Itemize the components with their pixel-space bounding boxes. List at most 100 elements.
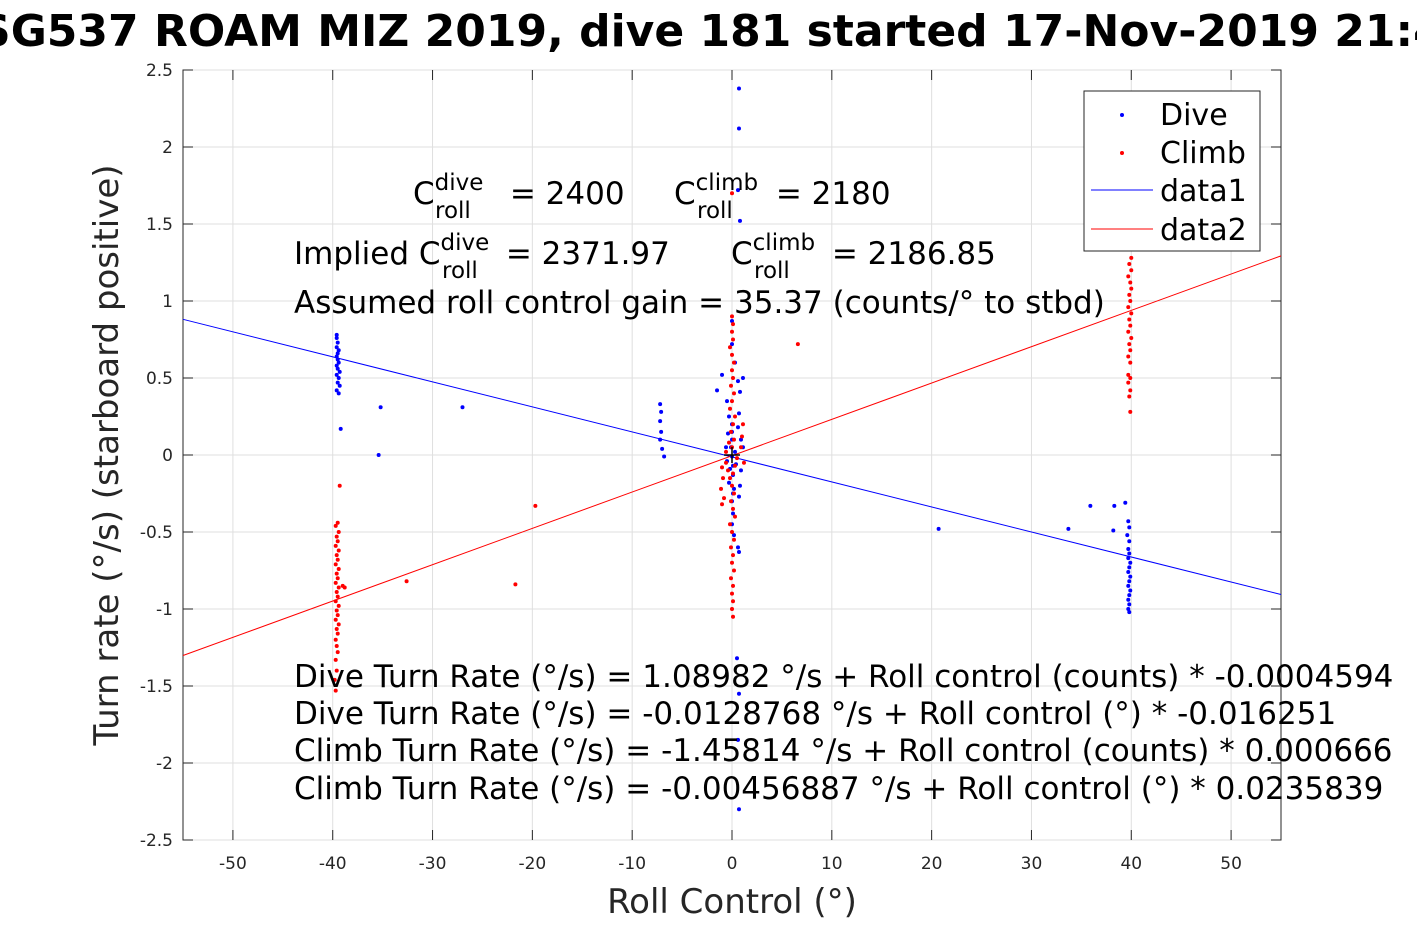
y-tick-label: 2 [162, 138, 173, 158]
dive-point [659, 429, 664, 434]
x-tick-label: 30 [1021, 854, 1043, 874]
climb-point [1128, 409, 1133, 414]
x-axis-label: Roll Control (°) [607, 882, 857, 922]
legend-box [1083, 90, 1261, 252]
climb-point [334, 643, 339, 648]
climb-point [721, 476, 726, 481]
climb-point [730, 376, 735, 380]
climb-point [335, 613, 340, 618]
climb-point [333, 580, 338, 585]
climb-point [1126, 329, 1131, 334]
y-tick-label: 1.5 [146, 215, 173, 235]
climb-point [741, 460, 746, 465]
y-tick-label: 2.5 [146, 61, 173, 81]
legend-marker-dive [1120, 113, 1124, 117]
climb-point [336, 622, 341, 627]
c-roll-dive-label: Cdive roll = 2400 [413, 170, 625, 224]
climb-point [335, 539, 340, 544]
climb-point [730, 471, 735, 476]
dive-point [1127, 539, 1132, 544]
dive-point [731, 533, 736, 538]
dive-point [736, 550, 741, 555]
dive-point [336, 376, 341, 380]
dive-point [737, 218, 742, 223]
dive-point [736, 126, 741, 131]
climb-point [1129, 255, 1134, 260]
dive-point [1111, 528, 1116, 533]
dive-point [740, 376, 745, 380]
axes-group: -50 -40 -30 -20 -10 0 10 20 30 40 50 -2.5-2-1.5-1-… [140, 61, 1282, 874]
dive-point [738, 468, 743, 473]
climb-point [334, 627, 339, 632]
dive-point [1126, 546, 1131, 551]
climb-point [1128, 280, 1133, 285]
climb-point [740, 422, 745, 427]
x-tick-label: 50 [1220, 854, 1242, 874]
climb-point [1126, 354, 1131, 359]
climb-point [333, 688, 338, 693]
dive-point [1128, 574, 1133, 579]
climb-point [1128, 348, 1133, 353]
y-tick-label: 0.5 [146, 369, 173, 389]
dive-point [736, 494, 741, 499]
climb-point [730, 352, 734, 357]
dive-point [1127, 551, 1132, 556]
dive-point [727, 414, 732, 419]
dive-point [336, 391, 341, 396]
dive-point [735, 379, 740, 384]
climb-point [1126, 372, 1131, 377]
dive-point [1126, 570, 1131, 575]
climb-point [728, 406, 733, 411]
dive-point [662, 454, 667, 459]
dive-point [335, 351, 340, 356]
dive-point [1126, 597, 1131, 602]
climb-point [1126, 274, 1131, 279]
climb-point [334, 668, 339, 673]
climb-point [334, 571, 339, 576]
dive-point [1127, 579, 1132, 584]
climb-point [336, 585, 341, 590]
climb-point [335, 594, 340, 599]
climb-point [730, 583, 735, 588]
climb-point [1129, 268, 1134, 273]
climb-point [730, 329, 734, 334]
legend-label-data1: data1 [1160, 174, 1247, 209]
annotations: Cdive roll = 2400 Cclimb roll = 2180 Impli… [294, 170, 1393, 807]
climb-point [730, 422, 735, 427]
x-tick-label: 0 [727, 854, 738, 874]
roll-gain-label: Assumed roll control gain = 35.37 (count… [294, 285, 1105, 321]
dive-point [735, 545, 740, 550]
climb-point [731, 568, 736, 573]
dive-point [734, 656, 739, 661]
climb-point [333, 637, 338, 642]
x-tick-labels: -50 -40 -30 -20 -10 0 10 20 30 40 50 [219, 854, 1242, 874]
climb-point [336, 548, 341, 553]
dive-point [1123, 500, 1128, 505]
climb-point [728, 476, 733, 481]
climb-point [730, 599, 735, 604]
climb-point [738, 445, 743, 450]
climb-point [795, 342, 800, 347]
dive-point [936, 526, 941, 531]
dive-point [737, 483, 742, 488]
climb-point [732, 463, 737, 468]
dive-point [376, 453, 381, 457]
climb-point [1126, 305, 1131, 310]
dive-point [1127, 610, 1132, 615]
legend: Dive Climb data1 data2 [1083, 90, 1261, 252]
climb-point [334, 553, 339, 558]
climb-point [730, 560, 734, 565]
dive-point [1128, 588, 1133, 593]
climb-point [342, 585, 347, 590]
dive-point [337, 369, 342, 374]
climb-point [730, 368, 734, 373]
dive-point [334, 332, 339, 337]
climb-point [730, 483, 734, 488]
climb-point [731, 360, 736, 365]
climb-point [333, 523, 338, 528]
climb-point [337, 483, 342, 488]
dive-point [336, 360, 341, 365]
dive-point [658, 419, 663, 424]
x-tick-label: -30 [419, 854, 447, 874]
dive-point [1088, 503, 1093, 508]
